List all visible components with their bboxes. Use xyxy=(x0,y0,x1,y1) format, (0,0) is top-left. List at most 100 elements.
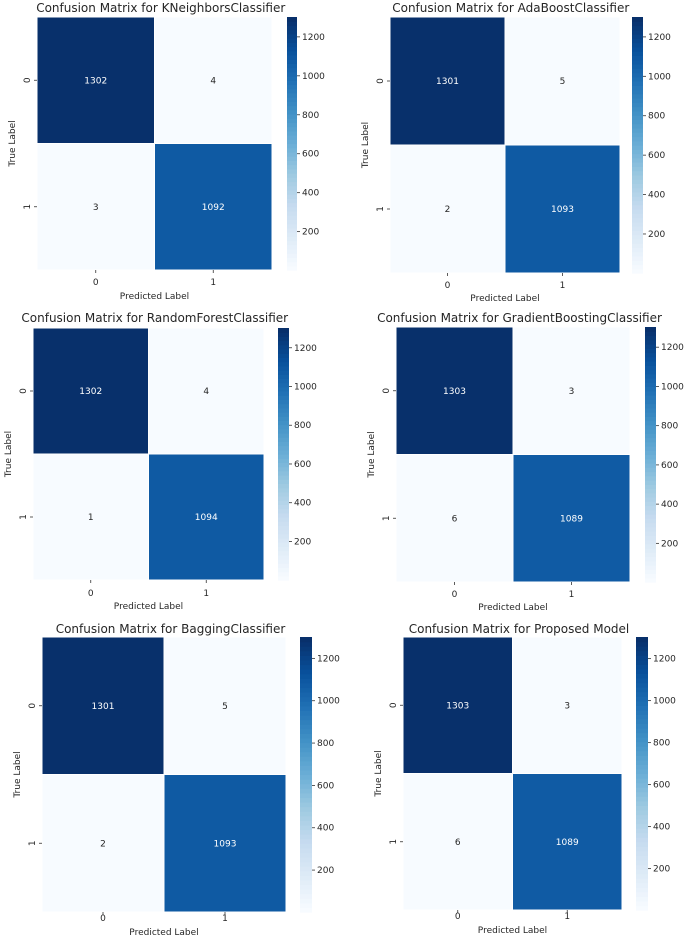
colorbar-segment xyxy=(278,517,289,522)
colorbar-segment xyxy=(300,682,312,689)
colorbar-segment xyxy=(636,750,648,756)
colorbar-segment xyxy=(287,143,297,149)
colorbar-segment xyxy=(636,905,648,911)
colorbar-segment xyxy=(636,650,648,656)
colorbar-segment xyxy=(636,891,648,897)
heatmap-cell-0-1 xyxy=(163,636,287,775)
y-tick-label: 1 xyxy=(19,514,29,520)
colorbar-segment xyxy=(645,352,656,358)
colorbar-segment xyxy=(632,251,643,257)
colorbar-segment xyxy=(287,118,297,124)
colorbar-segment xyxy=(300,907,312,913)
colorbar-segment xyxy=(645,331,656,337)
colorbar-segment xyxy=(278,470,289,476)
heatmap-cell-1-1 xyxy=(154,143,273,271)
colorbar-segment xyxy=(300,769,312,776)
y-tick-label: 0 xyxy=(376,78,386,84)
colorbar-segment xyxy=(278,546,289,552)
colorbar-tick-label: 1200 xyxy=(317,654,340,664)
colorbar-segment xyxy=(278,424,289,430)
colorbar-segment xyxy=(645,560,656,566)
colorbar-segment xyxy=(636,800,648,806)
heatmap-cell-1-1 xyxy=(512,454,631,583)
colorbar-segment xyxy=(636,805,648,811)
colorbar-segment xyxy=(287,126,297,132)
colorbar-segment xyxy=(278,328,289,333)
colorbar-segment xyxy=(632,76,643,82)
colorbar-segment xyxy=(636,746,648,752)
colorbar-segment xyxy=(636,696,648,702)
heatmap-cell-1-1 xyxy=(512,773,623,911)
colorbar-segment xyxy=(645,335,656,341)
colorbar-tick-label: 200 xyxy=(648,230,665,240)
colorbar-segment xyxy=(632,102,643,108)
colorbar-tick-label: 400 xyxy=(294,499,311,509)
heatmap-cell-0-0 xyxy=(41,636,165,775)
colorbar-segment xyxy=(645,437,656,443)
heatmap-cell-0-0 xyxy=(36,16,155,144)
colorbar-tick-label: 600 xyxy=(294,460,311,470)
colorbar-segment xyxy=(632,243,643,248)
confusion-matrix-panel-2: Confusion Matrix for AdaBoostClassifier 1… xyxy=(361,1,671,304)
colorbar-segment xyxy=(632,196,643,202)
heatmap-cell-0-1 xyxy=(512,636,623,774)
colorbar-segment xyxy=(300,838,312,844)
colorbar-segment xyxy=(287,80,297,86)
colorbar-segment xyxy=(278,353,289,358)
colorbar-segment xyxy=(636,846,648,852)
colorbar-segment xyxy=(300,737,312,744)
colorbar-segment xyxy=(287,151,297,157)
colorbar-segment xyxy=(632,34,643,39)
colorbar-segment xyxy=(632,268,643,274)
colorbar-tick-label: 1200 xyxy=(653,655,676,665)
colorbar-segment xyxy=(632,174,643,180)
colorbar-segment xyxy=(636,787,648,793)
heatmap-cell-0-1 xyxy=(504,16,621,146)
colorbar-tick-label: 1000 xyxy=(317,697,340,707)
colorbar-segment xyxy=(632,162,643,167)
colorbar-tick-label: 800 xyxy=(661,422,678,432)
colorbar-segment xyxy=(278,559,289,564)
colorbar-segment xyxy=(632,226,643,231)
heatmap-cell-0-0 xyxy=(32,327,149,455)
colorbar-segment xyxy=(278,361,289,367)
colorbar-segment xyxy=(278,428,289,434)
colorbar-segment xyxy=(645,463,656,468)
cell-value-label: 4 xyxy=(210,76,216,86)
confusion-matrix-panel-6: Confusion Matrix for Proposed Model 1303 3… xyxy=(374,622,676,936)
colorbar-segment xyxy=(300,898,312,904)
chart-title: Confusion Matrix for Proposed Model xyxy=(409,622,630,636)
x-axis-label: Predicted Label xyxy=(478,926,547,936)
colorbar-segment xyxy=(645,433,656,439)
colorbar-segment xyxy=(636,864,648,870)
chart-title: Confusion Matrix for GradientBoostingCla… xyxy=(377,311,662,325)
colorbar-segment xyxy=(278,454,289,459)
cell-value-label: 4 xyxy=(203,387,209,397)
colorbar-segment xyxy=(287,105,297,111)
colorbar-segment xyxy=(287,164,297,170)
colorbar-segment xyxy=(645,454,656,460)
colorbar-segment xyxy=(287,88,297,94)
colorbar-segment xyxy=(287,46,297,52)
colorbar-segment xyxy=(636,791,648,797)
colorbar-segment xyxy=(636,819,648,825)
colorbar-segment xyxy=(636,637,648,643)
colorbar-segment xyxy=(645,356,656,362)
colorbar-tick-label: 600 xyxy=(648,151,665,161)
colorbar-segment xyxy=(287,202,297,208)
confusion-matrix-panel-1: Confusion Matrix for KNeighborsClassifie… xyxy=(8,1,325,302)
colorbar-segment xyxy=(645,395,656,400)
colorbar-segment xyxy=(636,828,648,834)
colorbar-segment xyxy=(632,98,643,103)
colorbar-segment xyxy=(645,458,656,464)
colorbar-segment xyxy=(636,796,648,802)
colorbar-segment xyxy=(632,238,643,244)
colorbar-segment xyxy=(636,782,648,788)
cell-value-label: 3 xyxy=(564,701,570,711)
colorbar-segment xyxy=(632,119,643,125)
colorbar-segment xyxy=(278,500,289,505)
heatmap-cell-0-0 xyxy=(395,326,514,455)
cell-value-label: 2 xyxy=(100,839,106,849)
colorbar-tick-label: 600 xyxy=(653,781,670,791)
colorbar-segment xyxy=(632,217,643,223)
